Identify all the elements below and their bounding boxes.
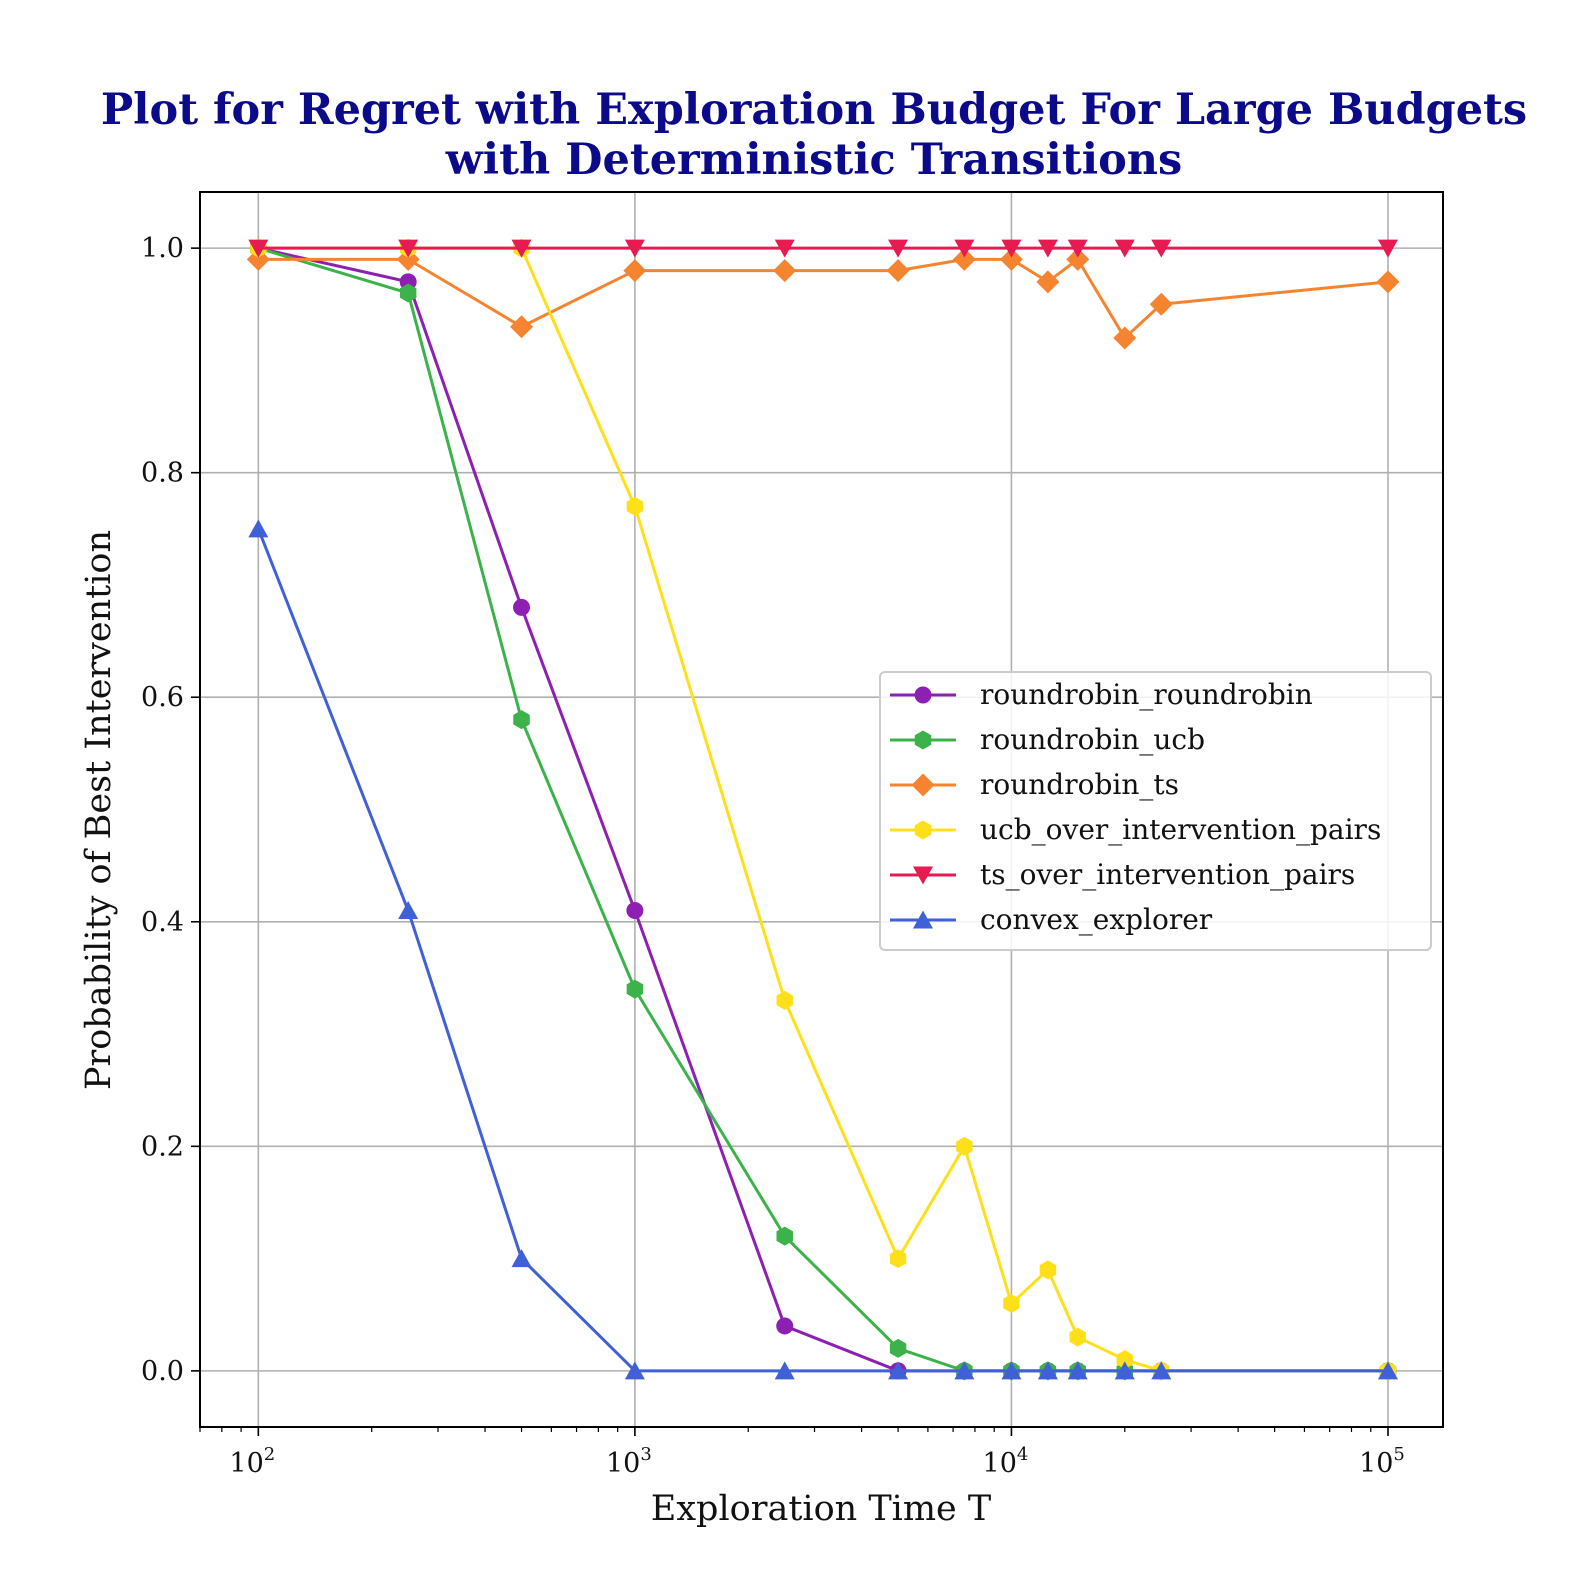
x-tick-label: 102 — [229, 1444, 275, 1479]
data-point-ts_over_intervention_pairs — [1037, 239, 1058, 258]
y-tick-label: 0.6 — [141, 682, 184, 713]
data-point-convex_explorer — [248, 519, 269, 538]
data-point-ucb_over_intervention_pairs — [889, 1249, 907, 1269]
x-tick-label: 103 — [606, 1444, 652, 1479]
legend-item-roundrobin_roundrobin: roundrobin_roundrobin — [890, 678, 1313, 711]
x-tick-label: 104 — [983, 1444, 1029, 1479]
data-point-convex_explorer — [954, 1361, 975, 1380]
y-tick-label: 0.8 — [141, 458, 184, 489]
series-ts_over_intervention_pairs — [248, 239, 1398, 258]
data-point-ucb_over_intervention_pairs — [1003, 1294, 1020, 1313]
data-point-ts_over_intervention_pairs — [1151, 239, 1172, 258]
data-point-roundrobin_ts — [952, 247, 976, 271]
x-axis-label: Exploration Time T — [651, 1489, 991, 1529]
chart-title-line2: with Deterministic Transitions — [445, 135, 1183, 185]
x-tick-label: 105 — [1359, 1444, 1405, 1479]
data-point-convex_explorer — [1151, 1361, 1172, 1380]
data-point-convex_explorer — [1114, 1361, 1135, 1380]
legend-item-ts_over_intervention_pairs: ts_over_intervention_pairs — [890, 858, 1355, 891]
data-point-convex_explorer — [888, 1361, 909, 1380]
data-point-roundrobin_ucb — [626, 979, 644, 999]
data-point-ts_over_intervention_pairs — [1377, 239, 1398, 258]
data-point-roundrobin_ts — [999, 247, 1023, 271]
data-point-roundrobin_ucb — [399, 283, 417, 303]
data-point-ts_over_intervention_pairs — [398, 239, 419, 258]
legend-item-convex_explorer: convex_explorer — [890, 903, 1213, 936]
y-tick-label: 0.2 — [141, 1131, 184, 1162]
data-point-ts_over_intervention_pairs — [1001, 239, 1022, 258]
data-point-convex_explorer — [624, 1361, 645, 1380]
legend-item-ucb_over_intervention_pairs: ucb_over_intervention_pairs — [890, 813, 1381, 846]
data-point-ts_over_intervention_pairs — [624, 239, 645, 258]
axis-ticks: 102 103 104 105 0.0 0.2 0.4 0.6 0.8 1.0 — [141, 233, 1405, 1479]
data-point-roundrobin_ts — [773, 259, 797, 283]
series-layer — [246, 238, 1400, 1381]
legend-label: roundrobin_ts — [980, 768, 1179, 801]
data-point-ts_over_intervention_pairs — [1114, 239, 1135, 258]
data-point-ucb_over_intervention_pairs — [626, 496, 644, 516]
data-point-roundrobin_roundrobin — [513, 598, 531, 616]
y-tick-label: 1.0 — [141, 233, 184, 264]
data-point-roundrobin_ts — [623, 259, 647, 283]
data-point-roundrobin_ucb — [776, 1226, 793, 1246]
y-tick-label: 0.0 — [141, 1356, 184, 1387]
data-point-ucb_over_intervention_pairs — [1039, 1260, 1057, 1280]
legend-box — [879, 671, 1432, 951]
legend-label: roundrobin_roundrobin — [980, 678, 1313, 711]
legend-item-roundrobin_ts: roundrobin_ts — [890, 768, 1179, 801]
data-point-ts_over_intervention_pairs — [954, 239, 975, 258]
series-roundrobin_ts — [246, 247, 1400, 350]
legend-label: convex_explorer — [980, 903, 1213, 936]
data-point-roundrobin_roundrobin — [626, 902, 644, 920]
data-point-ts_over_intervention_pairs — [248, 239, 269, 258]
series-convex_explorer — [248, 519, 1398, 1380]
legend: roundrobin_roundrobin roundrobin_ucbround… — [879, 671, 1432, 951]
legend-item-roundrobin_ucb: roundrobin_ucb — [890, 723, 1205, 756]
legend-label: ucb_over_intervention_pairs — [980, 813, 1381, 846]
data-point-ts_over_intervention_pairs — [1067, 239, 1088, 258]
data-point-ts_over_intervention_pairs — [888, 239, 909, 258]
data-point-roundrobin_ucb — [513, 710, 530, 730]
data-point-convex_explorer — [774, 1361, 795, 1380]
data-point-roundrobin_roundrobin — [776, 1317, 794, 1335]
data-point-convex_explorer — [1067, 1361, 1088, 1380]
data-point-roundrobin_ts — [1149, 292, 1173, 316]
data-point-roundrobin_ts — [396, 247, 420, 271]
data-point-roundrobin_ucb — [889, 1338, 907, 1358]
data-point-convex_explorer — [511, 1249, 532, 1268]
data-point-roundrobin_ts — [1036, 270, 1060, 294]
data-point-ucb_over_intervention_pairs — [1116, 1350, 1134, 1370]
data-point-roundrobin_ts — [510, 315, 534, 339]
data-point-roundrobin_ts — [1066, 247, 1090, 271]
data-point-roundrobin_ts — [1113, 326, 1137, 350]
legend-marker — [913, 866, 933, 885]
y-tick-label: 0.4 — [141, 907, 184, 938]
legend-marker — [914, 730, 932, 750]
data-point-convex_explorer — [1377, 1361, 1398, 1380]
data-point-ts_over_intervention_pairs — [774, 239, 795, 258]
plot-frame — [199, 191, 1444, 1428]
data-point-convex_explorer — [1001, 1361, 1022, 1380]
legend-marker — [911, 773, 935, 797]
data-point-convex_explorer — [398, 901, 419, 920]
data-point-ts_over_intervention_pairs — [511, 239, 532, 258]
y-axis-label: Probability of Best Intervention — [79, 530, 119, 1090]
legend-marker — [914, 686, 932, 704]
legend-label: roundrobin_ucb — [980, 723, 1205, 756]
data-point-ucb_over_intervention_pairs — [956, 1136, 973, 1156]
data-point-roundrobin_ts — [1376, 270, 1400, 294]
legend-label: ts_over_intervention_pairs — [980, 858, 1355, 891]
data-point-ucb_over_intervention_pairs — [776, 990, 793, 1010]
data-point-ucb_over_intervention_pairs — [1069, 1327, 1086, 1347]
legend-marker — [914, 820, 932, 840]
data-point-convex_explorer — [1037, 1361, 1058, 1380]
chart-title-line1: Plot for Regret with Exploration Budget … — [101, 85, 1527, 135]
legend-marker — [913, 910, 933, 929]
data-point-roundrobin_ts — [886, 259, 910, 283]
